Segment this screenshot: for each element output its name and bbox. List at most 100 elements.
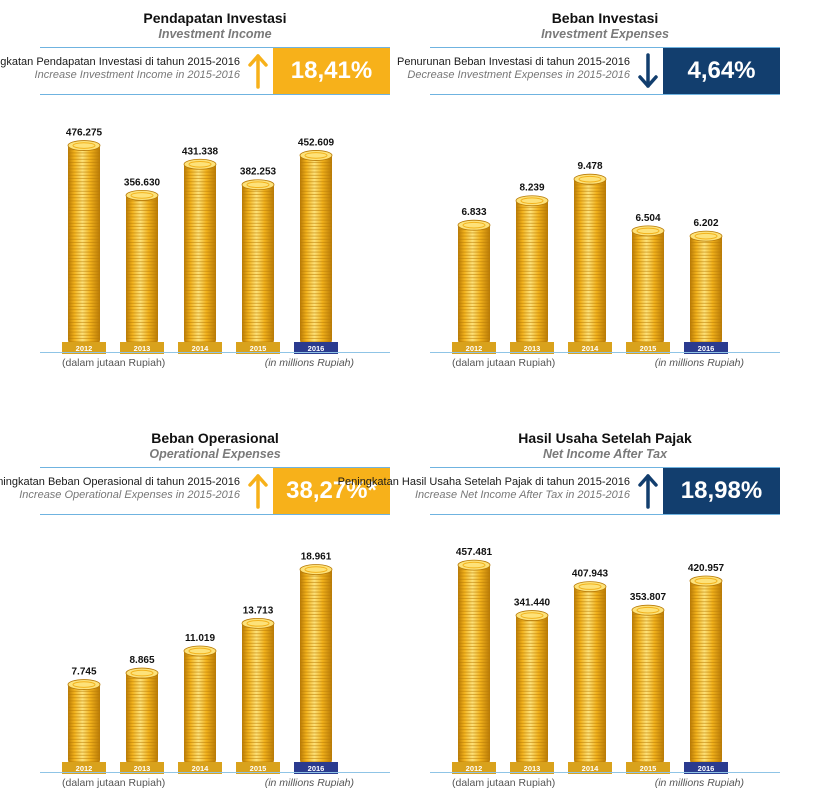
year-plate	[452, 762, 496, 774]
panel-title: Pendapatan Investasi	[143, 10, 287, 26]
coin-stack-bar-2014	[573, 173, 607, 343]
coin-stack-bar-2015	[631, 225, 665, 343]
data-label: 382.253	[240, 167, 277, 178]
year-plate	[120, 762, 164, 774]
data-label: 8.865	[129, 655, 154, 666]
units-label-en: (in millions Rupiah)	[264, 357, 354, 369]
coin-stack-bar-2015	[241, 617, 275, 763]
coin-stack-bar-2015	[241, 179, 275, 343]
highlight-strip: Peningkatan Pendapatan Investasi di tahu…	[0, 47, 390, 95]
arrow-down-icon	[638, 53, 658, 88]
highlight-text-en: Increase Operational Expenses in 2015-20…	[19, 489, 240, 501]
coin-stack-bar-2013	[515, 195, 549, 343]
year-plate	[236, 342, 280, 354]
year-plate	[684, 342, 728, 354]
data-label: 9.478	[577, 161, 602, 172]
data-label: 18.961	[301, 552, 332, 563]
data-label: 431.338	[182, 146, 219, 157]
year-label: 2014	[192, 764, 210, 773]
data-label: 356.630	[124, 177, 161, 188]
year-label: 2016	[308, 764, 325, 773]
year-label: 2013	[524, 764, 541, 773]
year-plate	[236, 762, 280, 774]
year-plate	[178, 342, 222, 354]
percent-badge: 4,64%	[663, 48, 780, 94]
highlight-text: Peningkatan Pendapatan Investasi di tahu…	[0, 56, 240, 82]
year-label: 2015	[250, 764, 267, 773]
highlight-text: Peningkatan Hasil Usaha Setelah Pajak di…	[338, 476, 630, 502]
panel-net-income-after-tax: Hasil Usaha Setelah Pajak Net Income Aft…	[338, 430, 780, 789]
highlight-text: Peningkatan Beban Operasional di tahun 2…	[0, 476, 240, 502]
highlight-text-id: Peningkatan Hasil Usaha Setelah Pajak di…	[337, 476, 630, 488]
coin-stack-chart: 476.275 2012 356.630 2013 431.338 2014 382.253…	[62, 128, 338, 354]
year-label: 2015	[250, 344, 267, 353]
coin-stack-bar-2014	[183, 158, 217, 343]
coin-stack-bar-2012	[67, 140, 101, 343]
coin-stack-bar-2014	[183, 645, 217, 763]
coin-stack-chart: 6.833 2012 8.239 2013 9.478 2014 6.504 2015 6.20…	[452, 161, 728, 354]
year-plate	[294, 762, 338, 774]
year-plate	[684, 762, 728, 774]
highlight-strip: Peningkatan Hasil Usaha Setelah Pajak di…	[338, 467, 780, 515]
coin-stack-bar-2012	[457, 219, 491, 343]
highlight-text-id: Peningkatan Pendapatan Investasi di tahu…	[0, 56, 240, 68]
axis-baseline	[40, 352, 390, 353]
data-label: 6.504	[635, 213, 660, 224]
year-label: 2013	[524, 344, 541, 353]
year-label: 2015	[640, 764, 657, 773]
panel-operational-expenses: Beban Operasional Operational Expenses P…	[0, 430, 390, 789]
panel-investment-expenses: Beban Investasi Investment Expenses Penu…	[397, 10, 780, 369]
year-label: 2016	[698, 764, 715, 773]
axis-baseline	[40, 772, 390, 773]
highlight-text-id: Peningkatan Beban Operasional di tahun 2…	[0, 476, 240, 488]
data-label: 457.481	[456, 547, 493, 558]
year-label: 2013	[134, 764, 151, 773]
arrow-up-icon	[248, 54, 268, 89]
coin-stack-bar-2014	[573, 581, 607, 763]
panel-subtitle: Net Income After Tax	[542, 447, 668, 461]
highlight-text-en: Increase Investment Income in 2015-2016	[34, 69, 240, 81]
percent-badge: 18,41%	[273, 48, 390, 94]
year-plate	[294, 342, 338, 354]
data-label: 341.440	[514, 598, 551, 609]
coin-stack-bar-2015	[631, 604, 665, 763]
year-label: 2012	[76, 764, 93, 773]
highlight-text-en: Increase Net Income After Tax in 2015-20…	[414, 489, 630, 501]
year-plate	[120, 342, 164, 354]
arrow-up-icon	[248, 474, 268, 509]
axis-baseline	[430, 772, 780, 773]
data-label: 11.019	[185, 633, 215, 644]
units-label-id: (dalam jutaan Rupiah)	[452, 777, 556, 789]
units-label-en: (in millions Rupiah)	[654, 357, 744, 369]
highlight-strip: Peningkatan Beban Operasional di tahun 2…	[0, 467, 390, 515]
year-label: 2014	[582, 344, 600, 353]
year-plate	[568, 342, 612, 354]
coin-stack-bar-2016	[689, 230, 723, 343]
units-label-en: (in millions Rupiah)	[654, 777, 744, 789]
data-label: 6.833	[461, 207, 486, 218]
coin-stack-bar-2013	[125, 190, 159, 343]
coin-stack-bar-2013	[125, 667, 159, 763]
arrow-up-icon	[638, 474, 658, 509]
data-label: 8.239	[519, 183, 544, 194]
units-label-en: (in millions Rupiah)	[264, 777, 354, 789]
year-plate	[510, 762, 554, 774]
coin-stack-bar-2012	[67, 679, 101, 763]
data-label: 476.275	[66, 128, 103, 139]
coin-stack-chart: 7.745 2012 8.865 2013 11.019 2014 13.713 2015 18…	[62, 552, 338, 774]
panel-title: Hasil Usaha Setelah Pajak	[518, 430, 692, 446]
panel-subtitle: Operational Expenses	[149, 447, 281, 461]
units-label-id: (dalam jutaan Rupiah)	[62, 357, 166, 369]
year-plate	[568, 762, 612, 774]
coin-stack-bar-2013	[515, 610, 549, 763]
year-plate	[178, 762, 222, 774]
data-label: 7.745	[71, 667, 96, 678]
year-label: 2012	[76, 344, 93, 353]
year-label: 2014	[582, 764, 600, 773]
year-label: 2016	[698, 344, 715, 353]
year-plate	[452, 342, 496, 354]
coin-stack-bar-2016	[299, 150, 333, 343]
axis-baseline	[430, 352, 780, 353]
panel-title: Beban Investasi	[551, 10, 659, 26]
highlight-text-id: Penurunan Beban Investasi di tahun 2015-…	[396, 56, 630, 68]
